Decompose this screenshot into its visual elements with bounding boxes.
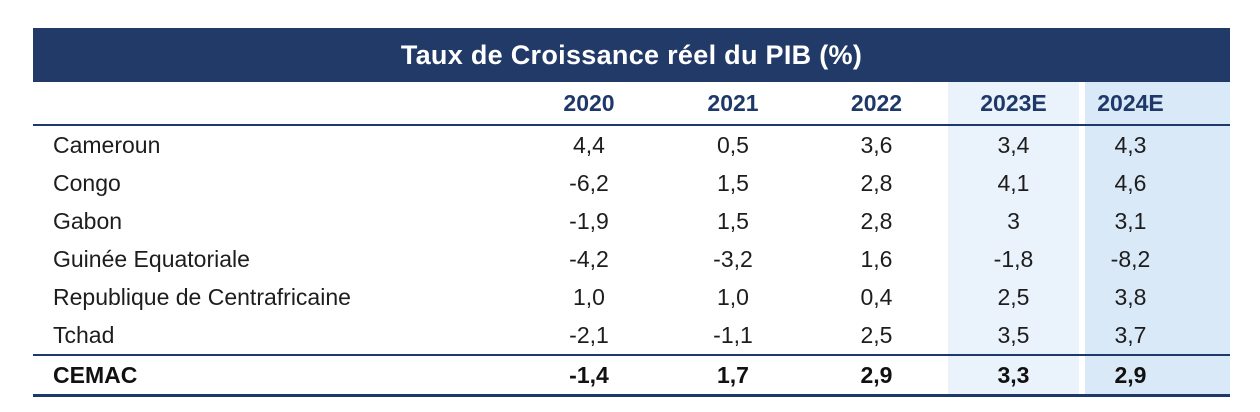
- cell-value: 2,8: [860, 207, 893, 234]
- cell-value: 3,3: [948, 354, 1079, 397]
- row-label: CEMAC: [33, 354, 517, 397]
- column-header-2021: 2021: [661, 82, 805, 126]
- cell-value: 2,5: [948, 278, 1079, 316]
- cell-value: -1,9: [569, 207, 609, 234]
- row-label: Tchad: [53, 321, 115, 348]
- column-header-2022: 2022: [805, 82, 948, 126]
- cell-value: 0,4: [860, 283, 893, 310]
- cell-value: -6,2: [569, 169, 609, 196]
- cell-value: -4,2: [569, 245, 609, 272]
- cell-value: 2,9: [805, 354, 948, 397]
- table-row-cemac-total: CEMAC -1,4 1,7 2,9 3,3 2,9: [33, 354, 1230, 397]
- row-label: Guinée Equatoriale: [53, 245, 250, 272]
- cell-value: 1,0: [573, 283, 605, 310]
- cell-value: 3,1: [1079, 202, 1230, 240]
- cell-value: 1,0: [717, 283, 749, 310]
- cell-value: 4,3: [1079, 125, 1230, 164]
- table-row-republique-de-centrafricaine: Republique de Centrafricaine 1,0 1,0 0,4…: [33, 278, 1230, 316]
- cell-value: 3,6: [860, 131, 893, 158]
- cell-value: -1,8: [948, 240, 1079, 278]
- table-row-guinee-equatoriale: Guinée Equatoriale -4,2 -3,2 1,6 -1,8 -8…: [33, 240, 1230, 278]
- column-header-blank: [33, 82, 517, 126]
- cell-value: -1,4: [517, 354, 661, 397]
- cell-value: 4,1: [948, 164, 1079, 202]
- data-table: 2020 2021 2022 2023E 2024E Cameroun 4,4 …: [33, 82, 1230, 397]
- table-title: Taux de Croissance réel du PIB (%): [400, 39, 863, 70]
- cell-value: 1,6: [860, 245, 893, 272]
- row-label: Republique de Centrafricaine: [53, 283, 351, 310]
- table-row-cameroun: Cameroun 4,4 0,5 3,6 3,4 4,3: [33, 125, 1230, 164]
- header-row: 2020 2021 2022 2023E 2024E: [33, 82, 1230, 126]
- cell-value: 1,5: [717, 207, 749, 234]
- column-header-2020: 2020: [517, 82, 661, 126]
- cell-value: -1,1: [713, 321, 753, 348]
- table-row-gabon: Gabon -1,9 1,5 2,8 3 3,1: [33, 202, 1230, 240]
- row-label: Congo: [53, 169, 121, 196]
- cell-value: 3,7: [1079, 316, 1230, 355]
- column-header-2024e: 2024E: [1079, 82, 1230, 126]
- row-label: Cameroun: [53, 131, 161, 158]
- cell-value: 4,6: [1079, 164, 1230, 202]
- cell-value: 3,8: [1079, 278, 1230, 316]
- cell-value: 0,5: [717, 131, 749, 158]
- cell-value: 2,5: [860, 321, 893, 348]
- cell-value: 1,5: [717, 169, 749, 196]
- table-row-tchad: Tchad -2,1 -1,1 2,5 3,5 3,7: [33, 316, 1230, 355]
- cell-value: -3,2: [713, 245, 753, 272]
- cell-value: 2,9: [1079, 354, 1230, 397]
- cell-value: -8,2: [1079, 240, 1230, 278]
- cell-value: -2,1: [569, 321, 609, 348]
- cell-value: 3: [948, 202, 1079, 240]
- cell-value: 4,4: [573, 131, 605, 158]
- gdp-growth-table: Taux de Croissance réel du PIB (%) 2020 …: [33, 28, 1230, 397]
- table-row-congo: Congo -6,2 1,5 2,8 4,1 4,6: [33, 164, 1230, 202]
- column-header-2023e: 2023E: [948, 82, 1079, 126]
- cell-value: 1,7: [661, 354, 805, 397]
- cell-value: 3,5: [948, 316, 1079, 355]
- table-title-bar: Taux de Croissance réel du PIB (%): [33, 28, 1230, 82]
- cell-value: 3,4: [948, 125, 1079, 164]
- row-label: Gabon: [53, 207, 123, 234]
- cell-value: 2,8: [860, 169, 893, 196]
